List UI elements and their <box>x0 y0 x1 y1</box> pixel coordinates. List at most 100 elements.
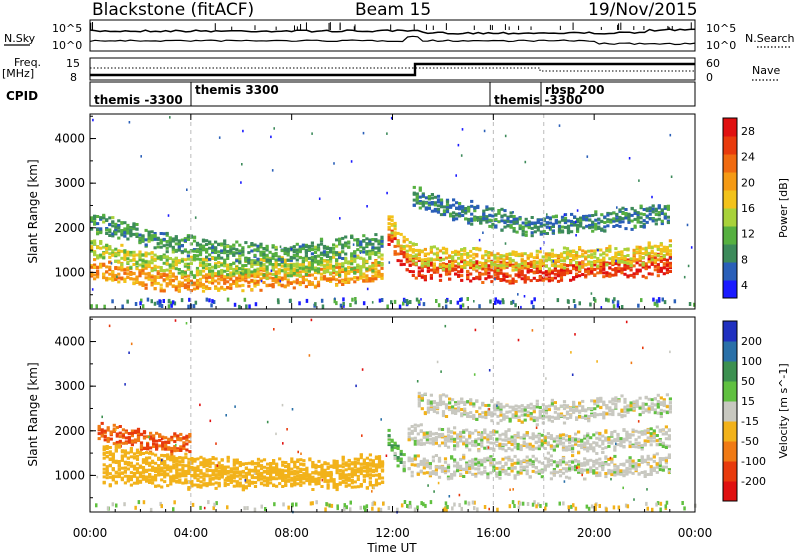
y-tick-label: 1000 <box>54 265 85 279</box>
power-echo-cell <box>269 276 272 279</box>
velocity-echo-cell <box>178 456 181 459</box>
velocity-echo-cell <box>375 456 378 459</box>
power-echo-cell <box>567 230 570 233</box>
power-echo-cell <box>657 274 660 277</box>
velocity-echo-cell <box>118 469 121 472</box>
power-echo-cell <box>374 233 377 236</box>
power-echo-cell <box>555 219 558 222</box>
power-echo-cell <box>427 270 430 273</box>
power-echo-cell <box>528 220 531 223</box>
velocity-echo-cell <box>357 485 360 488</box>
velocity-echo-cell <box>115 475 118 478</box>
power-echo-cell <box>519 218 522 221</box>
power-echo-cell <box>220 286 223 289</box>
power-echo-cell <box>308 246 311 249</box>
speck-cell <box>280 246 282 249</box>
power-echo-cell <box>108 252 111 255</box>
speck-cell <box>360 243 362 246</box>
power-echo-cell <box>272 266 275 269</box>
power-echo-cell <box>503 221 506 224</box>
noise-tick-right-low: 10^0 <box>706 39 736 52</box>
velocity-echo-cell <box>121 455 124 458</box>
velocity-echo-cell <box>104 430 107 433</box>
y-axis-label: Slant Range [km] <box>26 159 40 263</box>
power-echo-cell <box>421 265 424 268</box>
speck-cell <box>671 176 673 179</box>
power-echo-cell <box>332 268 335 271</box>
power-echo-cell <box>290 282 293 285</box>
near-range-cell <box>139 301 142 305</box>
velocity-echo-cell <box>323 477 326 480</box>
power-echo-cell <box>326 263 329 266</box>
site-title: Blackstone (fitACF) <box>92 0 254 20</box>
power-echo-cell <box>418 257 421 260</box>
velocity-echo-cell <box>121 449 124 452</box>
velocity-echo-cell <box>124 462 127 465</box>
power-echo-cell <box>588 218 591 221</box>
velocity-echo-cell <box>336 471 339 474</box>
power-echo-cell <box>530 253 533 256</box>
power-echo-cell <box>232 244 235 247</box>
power-echo-cell <box>338 238 341 241</box>
near-range-cell <box>135 302 138 306</box>
velocity-echo-cell <box>354 458 357 461</box>
power-echo-cell <box>123 269 126 272</box>
power-echo-cell <box>135 262 138 265</box>
power-echo-cell <box>603 229 606 232</box>
power-echo-cell <box>111 271 114 274</box>
power-echo-cell <box>479 221 482 224</box>
power-echo-cell <box>175 235 178 238</box>
speck-cell <box>240 181 242 184</box>
power-echo-cell <box>478 276 481 279</box>
power-echo-cell <box>394 232 397 235</box>
power-echo-cell <box>484 265 487 268</box>
velocity-echo-cell <box>199 461 202 464</box>
velocity-echo-cell <box>311 488 314 491</box>
power-echo-cell <box>172 279 175 282</box>
velocity-echo-cell <box>218 461 221 464</box>
velocity-echo-cell <box>136 481 139 484</box>
power-echo-cell <box>593 256 596 259</box>
velocity-echo-cell <box>327 474 330 477</box>
power-echo-cell <box>166 255 169 258</box>
power-echo-cell <box>530 261 533 264</box>
near-range-cell <box>579 301 582 305</box>
near-range-cell <box>494 301 497 305</box>
velocity-echo-cell <box>363 466 366 469</box>
power-echo-cell <box>615 219 618 222</box>
power-echo-cell <box>488 225 491 228</box>
power-echo-cell <box>305 278 308 281</box>
power-echo-cell <box>380 264 383 267</box>
power-echo-cell <box>160 276 163 279</box>
velocity-echo-cell <box>175 481 178 484</box>
velocity-echo-cell <box>311 462 314 465</box>
power-echo-cell <box>126 261 129 264</box>
power-echo-cell <box>569 279 572 282</box>
velocity-echo-cell <box>199 456 202 459</box>
power-echo-cell <box>424 248 427 251</box>
power-echo-cell <box>500 229 503 232</box>
power-echo-cell <box>93 274 96 277</box>
power-echo-cell <box>525 221 528 224</box>
velocity-echo-cell <box>199 480 202 483</box>
noise-panel-frame <box>90 20 695 51</box>
power-echo-cell <box>287 268 290 271</box>
power-echo-cell <box>481 262 484 265</box>
power-echo-cell <box>269 259 272 262</box>
power-echo-cell <box>518 263 521 266</box>
near-range-cell <box>438 303 441 307</box>
power-echo-cell <box>235 272 238 275</box>
speck-cell <box>505 135 507 138</box>
power-echo-cell <box>317 270 320 273</box>
power-echo-cell <box>533 271 536 274</box>
velocity-echo-cell <box>339 473 342 476</box>
power-echo-cell <box>238 267 241 270</box>
power-echo-cell <box>391 240 394 243</box>
power-echo-cell <box>126 276 129 279</box>
speck-cell <box>273 127 275 130</box>
near-range-cell <box>245 304 248 308</box>
velocity-echo-cell <box>209 483 212 486</box>
velocity-echo-cell <box>284 480 287 483</box>
cpid-segment-2: themis 3300 <box>195 83 279 97</box>
power-echo-cell <box>510 211 513 214</box>
